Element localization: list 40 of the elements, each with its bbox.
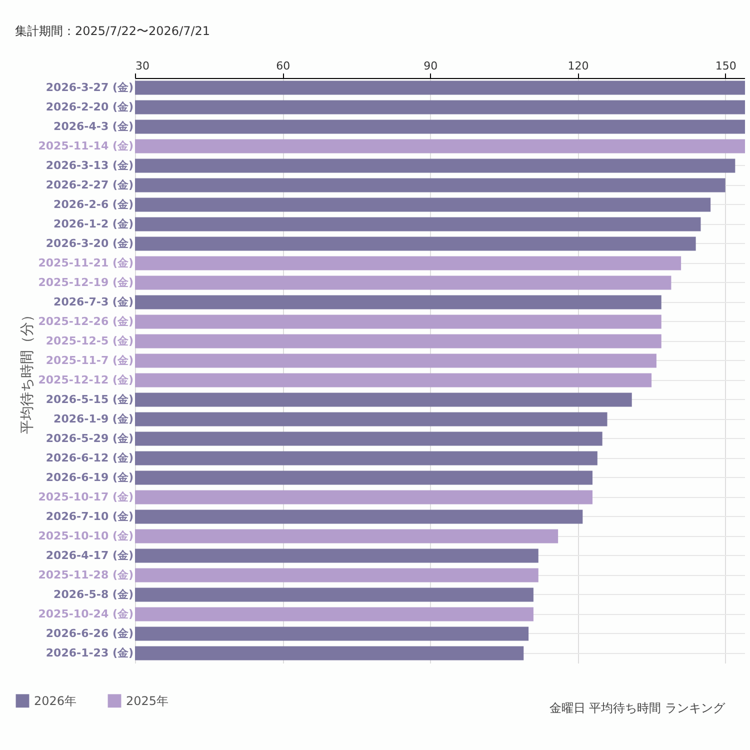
- y-tick-label: 2026-4-17 (金): [46, 548, 134, 562]
- y-tick-label: 2026-6-19 (金): [46, 470, 134, 484]
- y-axis-title: 平均待ち時間（分）: [19, 308, 36, 434]
- y-tick-label: 2026-2-6 (金): [54, 198, 134, 211]
- x-tick-label: 30: [136, 60, 150, 72]
- y-tick-label: 2025-12-26 (金): [38, 314, 134, 328]
- y-tick-label: 2025-11-14 (金): [38, 139, 134, 152]
- y-tick-label: 2025-11-21 (金): [38, 256, 134, 270]
- y-tick-label: 2026-1-2 (金): [54, 217, 134, 230]
- y-tick-label: 2026-1-9 (金): [54, 412, 134, 426]
- y-tick-label: 2026-7-10 (金): [46, 510, 134, 523]
- y-tick-label: 2025-11-28 (金): [38, 568, 134, 582]
- y-tick-label: 2025-10-10 (金): [38, 529, 134, 542]
- y-tick-label: 2026-3-13 (金): [46, 158, 134, 172]
- x-tick-label: 90: [424, 60, 438, 72]
- y-tick-label: 2025-12-19 (金): [38, 276, 134, 289]
- legend-label: 2026年: [34, 694, 77, 708]
- x-tick-label: 150: [715, 60, 736, 72]
- y-tick-label: 2026-5-8 (金): [54, 588, 134, 601]
- y-tick-label: 2025-12-12 (金): [38, 373, 134, 386]
- x-tick-label: 120: [568, 60, 589, 72]
- y-tick-label: 2026-5-29 (金): [46, 432, 134, 445]
- legend-label: 2025年: [126, 694, 169, 708]
- y-tick-label: 2025-10-17 (金): [38, 490, 134, 504]
- y-tick-label: 2026-1-23 (金): [46, 646, 134, 660]
- text: 金曜日 平均待ち時間 ランキング: [549, 701, 726, 715]
- y-tick-label: 2025-10-24 (金): [38, 607, 134, 620]
- y-tick-label: 2026-2-20 (金): [46, 100, 134, 114]
- y-tick-label: 2026-6-12 (金): [46, 451, 134, 464]
- y-tick-label: 2026-3-27 (金): [46, 80, 134, 94]
- x-tick-label: 60: [276, 60, 290, 72]
- y-tick-label: 2026-7-3 (金): [54, 295, 134, 308]
- y-tick-label: 2026-4-3 (金): [54, 120, 134, 133]
- chart-title: 集計期間：2025/7/22〜2026/7/21: [15, 24, 210, 38]
- y-tick-label: 2026-6-26 (金): [46, 626, 134, 640]
- y-tick-label: 2025-12-5 (金): [46, 334, 134, 348]
- y-tick-label: 2025-11-7 (金): [46, 354, 134, 367]
- y-tick-label: 2026-2-27 (金): [46, 178, 134, 192]
- y-tick-label: 2026-5-15 (金): [46, 392, 134, 406]
- y-tick-label: 2026-3-20 (金): [46, 236, 134, 250]
